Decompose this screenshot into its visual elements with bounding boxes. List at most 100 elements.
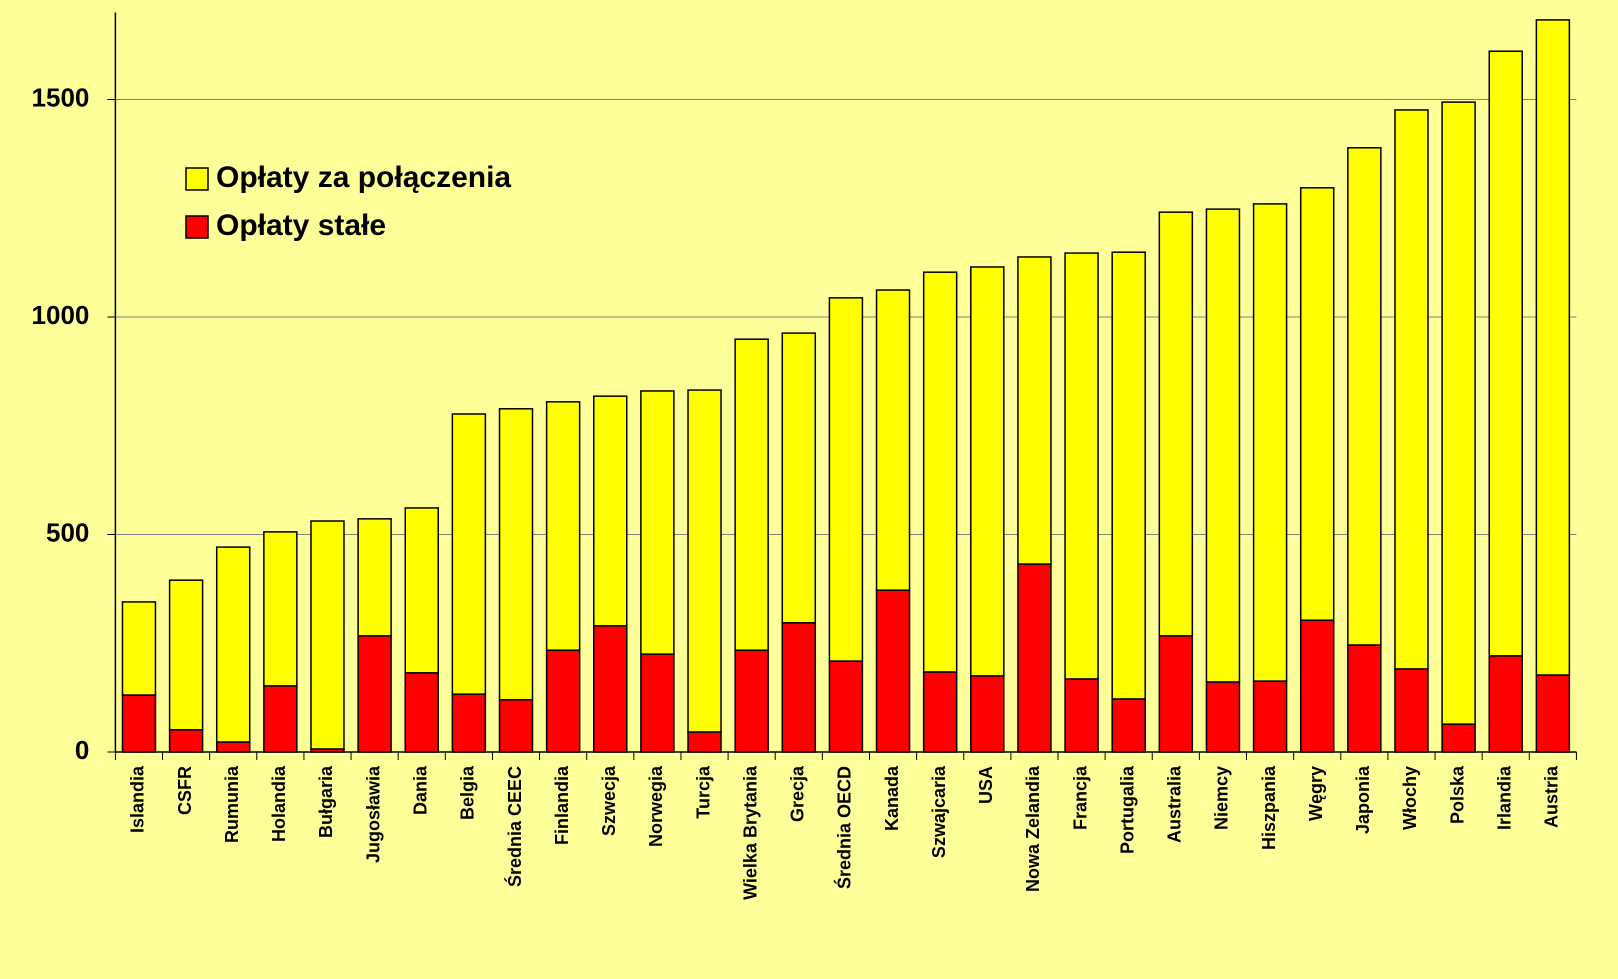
bar-segment <box>1017 256 1052 565</box>
bar-segment <box>357 635 392 753</box>
bar-segment <box>168 729 204 753</box>
x-tick-group: Holandia <box>269 765 289 842</box>
x-tick-label: Belgia <box>458 765 478 820</box>
legend-label: Opłaty stałe <box>216 209 386 242</box>
bar-segment <box>1158 635 1194 753</box>
x-tick-label: Polska <box>1447 765 1467 824</box>
x-tick-group: Grecja <box>788 765 808 822</box>
x-tick-group: Dania <box>410 765 430 815</box>
bar-segment <box>263 531 298 687</box>
x-tick-label: Austria <box>1542 765 1562 828</box>
bar-segment <box>734 649 769 753</box>
bar-segment <box>1535 19 1571 676</box>
bar-segment <box>1441 101 1476 725</box>
bar-segment <box>451 693 487 753</box>
x-tick-group: Wielka Brytania <box>740 765 760 900</box>
bar-segment <box>1535 674 1571 753</box>
bar-segment <box>734 338 769 651</box>
x-tick-label: Włochy <box>1400 766 1420 830</box>
bar-segment <box>970 266 1005 677</box>
x-tick-label: Węgry <box>1306 766 1326 821</box>
bar-segment <box>1017 563 1052 753</box>
bar-segment <box>875 289 911 591</box>
bar-segment <box>781 332 817 624</box>
x-tick-group: Włochy <box>1400 766 1420 830</box>
bar-segment <box>875 589 911 753</box>
legend-swatch <box>185 215 209 239</box>
x-tick-label: Kanada <box>882 765 902 831</box>
y-tick-label: 1000 <box>32 300 90 330</box>
x-tick-group: CSFR <box>175 766 195 815</box>
x-tick-label: Australia <box>1165 765 1185 843</box>
bar-segment <box>1252 203 1288 682</box>
x-tick-group: Portugalia <box>1117 765 1137 854</box>
x-tick-label: Finlandia <box>552 765 572 845</box>
bar-segment <box>1158 211 1194 637</box>
bar-segment <box>215 741 251 753</box>
y-tick-label: 1500 <box>32 82 90 112</box>
bar-segment <box>1299 187 1335 621</box>
x-tick-label: Jugosławia <box>363 765 383 863</box>
bar-segment <box>1394 668 1429 753</box>
x-tick-label: Norwegia <box>646 765 666 847</box>
bar-segment <box>1111 251 1146 700</box>
x-tick-group: Austria <box>1542 765 1562 828</box>
x-tick-group: Irlandia <box>1494 765 1514 830</box>
bar-segment <box>828 297 864 662</box>
x-tick-group: Średnia CEEC <box>504 766 525 887</box>
bar-segment <box>1205 681 1241 753</box>
bar-segment <box>1441 723 1476 753</box>
x-tick-label: USA <box>976 766 996 804</box>
x-tick-label: Portugalia <box>1117 765 1137 854</box>
x-tick-group: Hiszpania <box>1259 765 1279 850</box>
x-tick-label: Islandia <box>128 765 148 833</box>
bar-segment <box>970 675 1005 753</box>
x-tick-group: Nowa Zelandia <box>1023 765 1043 892</box>
bar-segment <box>498 699 534 753</box>
bar-segment <box>687 389 722 733</box>
x-tick-group: Rumunia <box>222 765 242 843</box>
x-tick-label: Holandia <box>269 765 289 842</box>
bar-segment <box>404 672 439 753</box>
bar-segment <box>404 507 439 674</box>
x-tick-label: Hiszpania <box>1259 765 1279 850</box>
x-tick-group: USA <box>976 766 996 804</box>
x-tick-group: Szwecja <box>599 765 619 836</box>
x-tick-group: Średnia OECD <box>834 766 855 889</box>
bar-segment <box>922 271 958 673</box>
bar-segment <box>121 601 157 696</box>
x-tick-label: Francja <box>1070 765 1090 830</box>
bar-segment <box>640 390 675 655</box>
x-tick-label: Rumunia <box>222 765 242 843</box>
x-tick-group: Norwegia <box>646 765 666 847</box>
x-tick-group: Japonia <box>1353 765 1373 834</box>
bar-segment <box>310 520 345 750</box>
bar-segment <box>451 413 487 695</box>
bar-segment <box>1347 147 1382 646</box>
x-tick-label: Japonia <box>1353 765 1373 834</box>
x-tick-label: Turcja <box>693 765 713 819</box>
x-tick-group: Turcja <box>693 765 713 819</box>
x-tick-group: Francja <box>1070 765 1090 830</box>
bar-segment <box>1252 680 1288 753</box>
x-tick-group: Bułgaria <box>316 765 336 838</box>
x-tick-label: Średnia OECD <box>834 766 855 889</box>
x-tick-group: Islandia <box>128 765 148 833</box>
x-tick-label: CSFR <box>175 766 195 815</box>
bar-segment <box>1064 678 1099 753</box>
x-tick-group: Jugosławia <box>363 765 383 863</box>
x-tick-label: Wielka Brytania <box>740 765 760 900</box>
bar-segment <box>1205 208 1241 683</box>
x-tick-group: Szwajcaria <box>929 765 949 858</box>
bar-segment <box>1394 109 1429 670</box>
bar-segment <box>1488 655 1523 753</box>
x-tick-label: Niemcy <box>1212 766 1232 830</box>
bar-segment <box>922 671 958 753</box>
bar-segment <box>545 649 581 753</box>
x-tick-label: Grecja <box>788 765 808 822</box>
x-tick-group: Polska <box>1447 765 1467 824</box>
x-tick-label: Średnia CEEC <box>504 766 525 887</box>
bar-segment <box>1064 252 1099 680</box>
bar-segment <box>640 653 675 753</box>
